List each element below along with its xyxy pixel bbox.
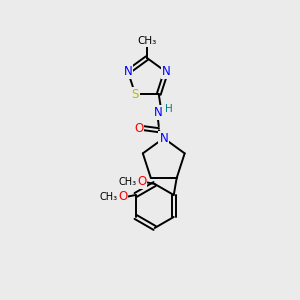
Text: N: N <box>124 65 132 78</box>
Text: O: O <box>134 122 143 135</box>
Text: CH₃: CH₃ <box>100 192 118 202</box>
Text: O: O <box>118 190 127 203</box>
Text: CH₃: CH₃ <box>118 177 137 187</box>
Text: H: H <box>165 104 172 114</box>
Text: N: N <box>153 106 162 119</box>
Text: N: N <box>159 132 168 145</box>
Text: S: S <box>132 88 139 101</box>
Text: O: O <box>137 176 146 188</box>
Text: N: N <box>162 65 170 78</box>
Text: CH₃: CH₃ <box>137 36 157 46</box>
